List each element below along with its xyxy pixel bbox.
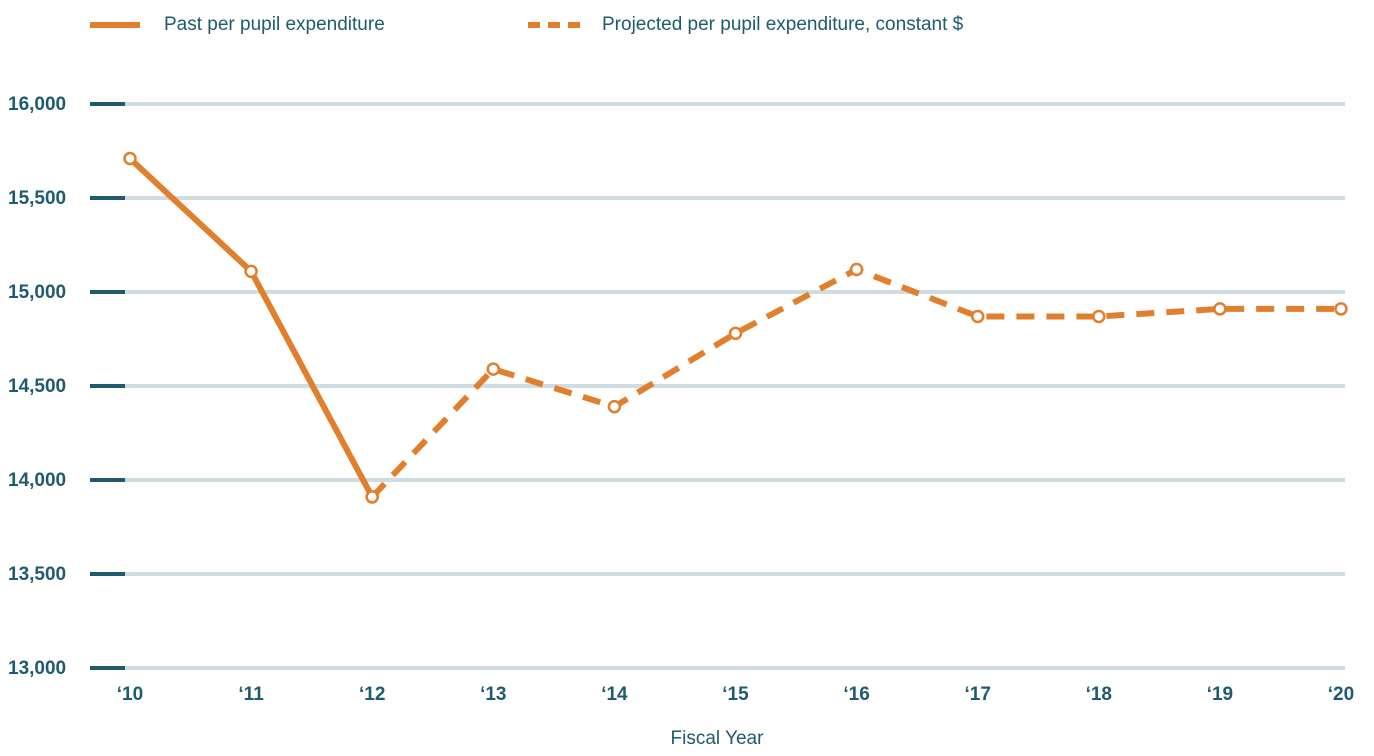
y-tick-label: 13,500	[8, 564, 66, 585]
data-point	[123, 151, 137, 166]
x-tick-label: ‘17	[964, 684, 990, 705]
y-tick-label: 14,500	[8, 376, 66, 397]
x-tick-label: ‘15	[722, 684, 749, 705]
x-tick-label: ‘11	[238, 684, 264, 705]
series-line	[127, 156, 375, 499]
data-point	[1092, 309, 1106, 324]
data-point	[365, 490, 379, 504]
y-tick-label: 15,000	[8, 282, 66, 303]
data-point	[728, 326, 743, 341]
x-tick-label: ‘13	[480, 684, 506, 705]
y-tick-label: 13,000	[8, 658, 66, 679]
data-point	[1213, 302, 1227, 316]
data-point	[849, 262, 864, 277]
y-tick-label: 16,000	[8, 94, 66, 115]
y-tick-label: 15,500	[8, 188, 66, 209]
x-tick-label: ‘10	[117, 684, 143, 705]
data-point	[970, 309, 985, 324]
data-point	[607, 399, 622, 414]
data-point	[486, 362, 501, 376]
x-tick-label: ‘18	[1086, 684, 1112, 705]
legend-label: Past per pupil expenditure	[164, 14, 385, 35]
x-tick-label: ‘19	[1207, 684, 1233, 705]
series-line	[370, 266, 1341, 499]
x-tick-label: ‘20	[1328, 684, 1354, 705]
x-tick-label: ‘14	[601, 684, 628, 705]
x-tick-label: ‘16	[843, 684, 869, 705]
legend-label: Projected per pupil expenditure, constan…	[602, 14, 964, 35]
data-point	[1334, 302, 1348, 316]
y-tick-label: 14,000	[8, 470, 66, 491]
x-axis-label: Fiscal Year	[671, 728, 765, 749]
data-point	[244, 264, 258, 279]
x-tick-label: ‘12	[359, 684, 385, 705]
